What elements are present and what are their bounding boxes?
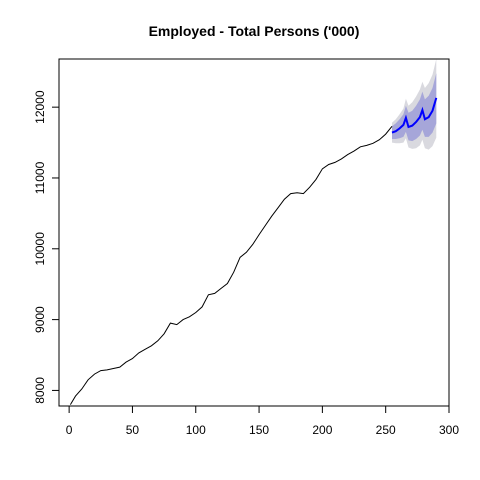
x-tick-label: 0 [66,423,73,437]
history-line [69,125,393,405]
series-lines [69,97,438,405]
y-tick-label: 12000 [33,90,47,124]
forecast-line [391,97,438,134]
x-tick-label: 250 [376,423,396,437]
x-tick-label: 100 [186,423,206,437]
forecast-intervals [392,59,437,150]
x-tick-label: 200 [312,423,332,437]
x-tick-label: 150 [249,423,269,437]
y-tick-label: 9000 [33,306,47,333]
y-axis: 8000 9000 10000 11000 12000 [33,90,60,404]
chart-title: Employed - Total Persons ('000) [149,23,360,39]
x-axis: 0 50 100 150 200 250 300 [66,405,459,437]
x-tick-label: 300 [439,423,459,437]
plot-frame [58,58,450,407]
y-tick-label: 8000 [33,377,47,404]
y-tick-label: 11000 [33,161,47,194]
x-tick-label: 50 [126,423,140,437]
y-tick-label: 10000 [33,232,47,266]
